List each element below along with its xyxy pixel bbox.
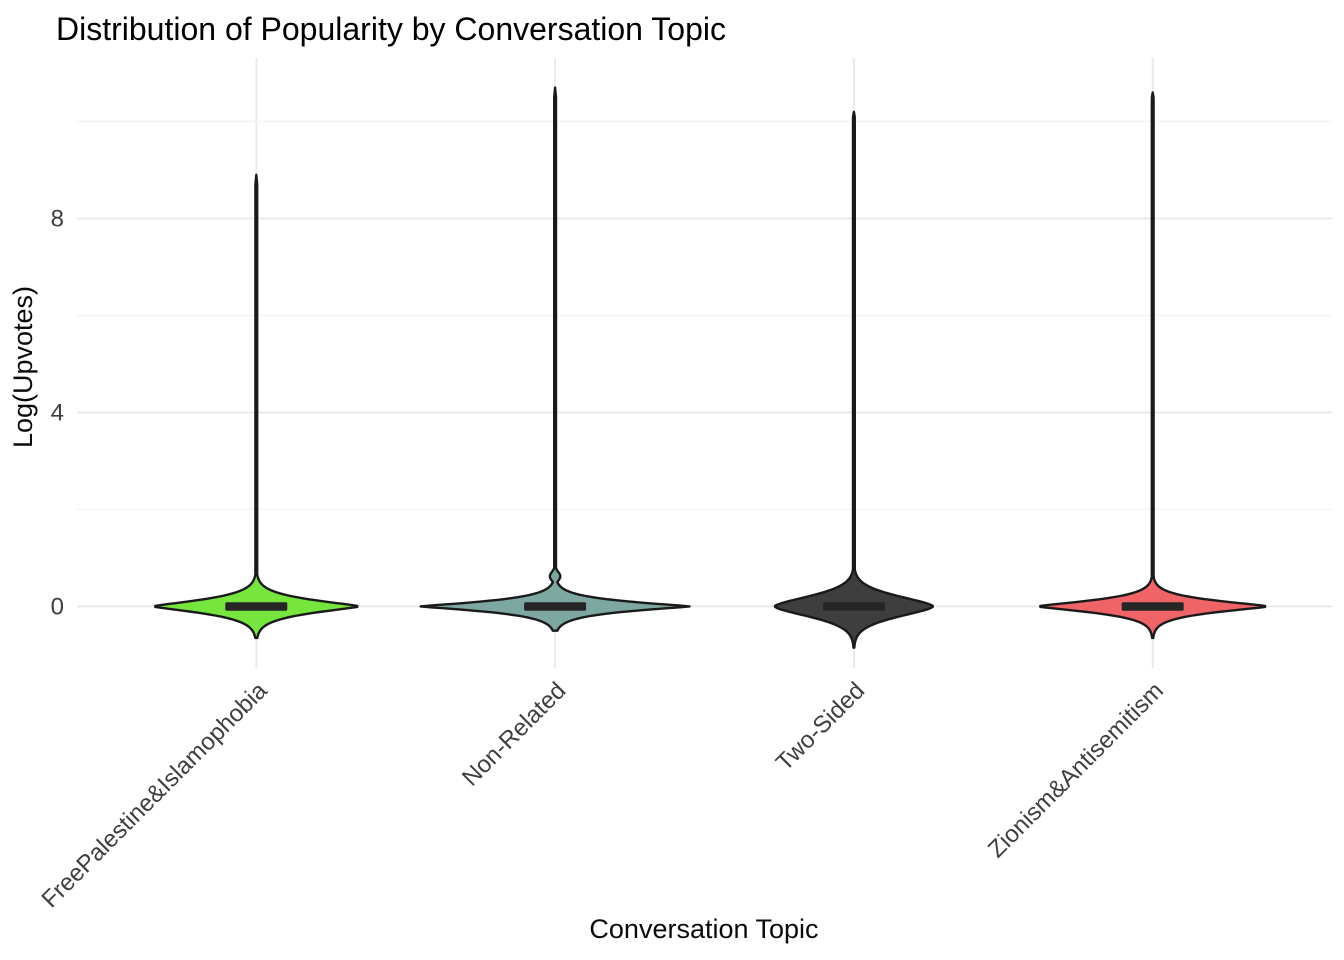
y-tick-label: 4 xyxy=(51,400,64,427)
x-category-label: Non-Related xyxy=(457,677,571,791)
x-category-label: FreePalestine&Islamophobia xyxy=(36,677,273,914)
x-category-label: Two-Sided xyxy=(771,677,870,776)
y-axis-title: Log(Upvotes) xyxy=(8,286,38,448)
y-tick-label: 0 xyxy=(51,593,64,620)
x-axis-title: Conversation Topic xyxy=(589,914,818,944)
violin-shape xyxy=(773,110,934,649)
median-bar xyxy=(822,602,885,611)
x-category-label: Zionism&Antisemitism xyxy=(983,677,1169,863)
violin-shape xyxy=(1039,91,1267,640)
grid-layer xyxy=(77,58,1332,668)
violin-layer xyxy=(154,86,1267,649)
median-bar xyxy=(1121,602,1184,611)
median-bar xyxy=(225,602,288,611)
violin-shape xyxy=(419,86,691,632)
chart-title: Distribution of Popularity by Conversati… xyxy=(56,11,726,47)
axis-text-layer: 0 4 8 FreePalestine&Islamophobia Non-Related… xyxy=(36,206,1168,914)
median-bar xyxy=(524,602,587,611)
y-tick-label: 8 xyxy=(51,206,64,233)
violin-shape xyxy=(154,173,359,640)
